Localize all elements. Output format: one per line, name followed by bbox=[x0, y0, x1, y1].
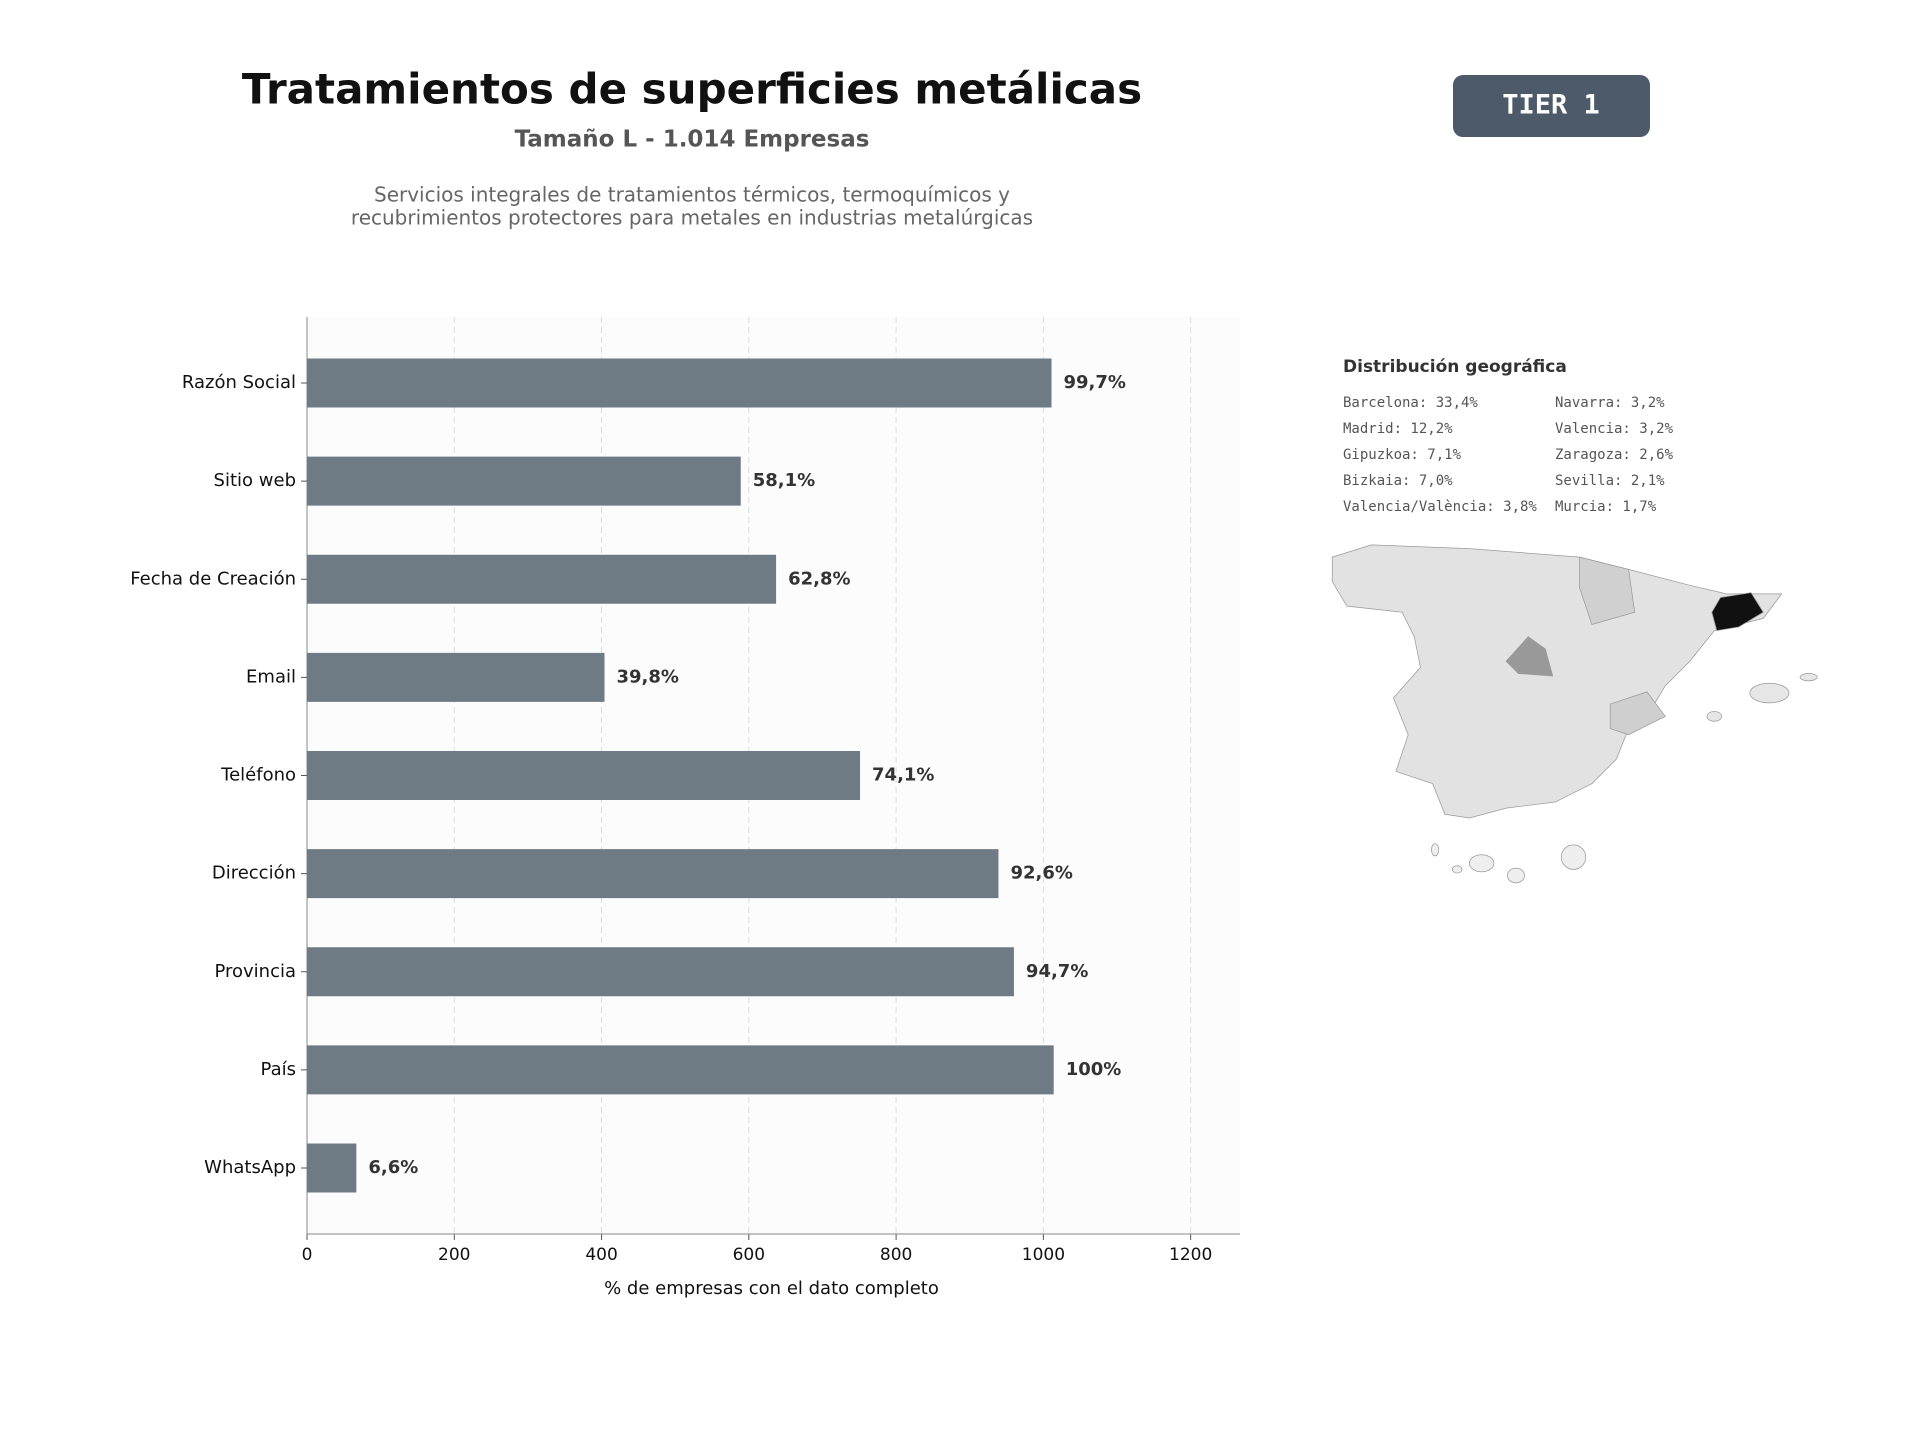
geo-item: Navarra: 3,2% bbox=[1555, 395, 1665, 411]
x-tick-label: 1000 bbox=[1022, 1245, 1065, 1265]
geo-item: Madrid: 12,2% bbox=[1343, 421, 1453, 437]
map-island bbox=[1451, 865, 1463, 874]
geo-item: Valencia: 3,2% bbox=[1555, 421, 1674, 437]
x-tick-label: 200 bbox=[438, 1245, 470, 1265]
geo-title: Distribución geográfica bbox=[1343, 357, 1567, 377]
value-label: 92,6% bbox=[1010, 863, 1072, 884]
map-island bbox=[1706, 711, 1723, 722]
map-region bbox=[1609, 691, 1666, 736]
description: recubrimientos protectores para metales … bbox=[351, 206, 1033, 230]
map-island bbox=[1506, 867, 1525, 884]
map-madrid bbox=[1505, 636, 1554, 677]
geo-item: Barcelona: 33,4% bbox=[1343, 395, 1478, 411]
bar bbox=[307, 1045, 1054, 1095]
map-island bbox=[1560, 844, 1587, 870]
badge-text: TIER 1 bbox=[1502, 90, 1600, 121]
geo-list: Barcelona: 33,4% Madrid: 12,2% Gipuzkoa: 7… bbox=[1343, 395, 1674, 515]
x-axis-label: % de empresas con el dato completo bbox=[604, 1278, 939, 1299]
value-label: 74,1% bbox=[872, 765, 934, 786]
geo-item: Gipuzkoa: 7,1% bbox=[1343, 447, 1462, 463]
title: Tratamientos de superficies metálicas bbox=[242, 65, 1142, 114]
map-barcelona bbox=[1711, 592, 1764, 632]
geo-item: Bizkaia: 7,0% bbox=[1343, 473, 1453, 489]
bar bbox=[307, 947, 1014, 997]
y-tick-label: Razón Social bbox=[182, 372, 296, 393]
bar bbox=[307, 652, 605, 702]
value-label: 62,8% bbox=[788, 568, 850, 589]
y-tick-label: Provincia bbox=[214, 961, 296, 982]
value-label: 58,1% bbox=[753, 470, 815, 491]
plot: 0 200 400 600 800 1000 1200 % de empresas con e… bbox=[130, 317, 1240, 1299]
bar bbox=[307, 751, 861, 800]
map-island bbox=[1469, 854, 1495, 873]
x-tick-label: 0 bbox=[302, 1245, 313, 1265]
value-label: 100% bbox=[1066, 1059, 1122, 1080]
map-island bbox=[1799, 673, 1818, 682]
map-spain bbox=[1331, 544, 1783, 819]
geo-item: Zaragoza: 2,6% bbox=[1555, 447, 1674, 463]
x-tick-label: 400 bbox=[585, 1245, 617, 1265]
bar bbox=[307, 358, 1052, 408]
map-region bbox=[1579, 556, 1636, 625]
y-tick-label: WhatsApp bbox=[204, 1157, 296, 1178]
map-island bbox=[1749, 682, 1790, 704]
bar bbox=[307, 1143, 357, 1193]
geo-item: Sevilla: 2,1% bbox=[1555, 473, 1665, 489]
badge bbox=[1453, 75, 1650, 137]
y-tick-label: Sitio web bbox=[214, 470, 296, 491]
value-label: 6,6% bbox=[368, 1157, 418, 1178]
map-island bbox=[1431, 843, 1440, 857]
bar bbox=[307, 456, 741, 506]
description: Servicios integrales de tratamientos tér… bbox=[374, 183, 1010, 207]
y-tick-label: Dirección bbox=[212, 863, 296, 884]
map bbox=[1331, 544, 1818, 884]
bar bbox=[307, 849, 999, 899]
y-tick-label: Fecha de Creación bbox=[130, 568, 296, 589]
y-tick-label: Email bbox=[246, 666, 296, 687]
x-tick-label: 800 bbox=[880, 1245, 912, 1265]
y-tick-label: País bbox=[261, 1059, 296, 1080]
bar bbox=[307, 554, 777, 604]
x-tick-label: 600 bbox=[733, 1245, 765, 1265]
y-tick-label: Teléfono bbox=[220, 765, 296, 786]
value-label: 39,8% bbox=[616, 666, 678, 687]
subtitle: Tamaño L - 1.014 Empresas bbox=[515, 127, 870, 153]
x-tick-label: 1200 bbox=[1169, 1245, 1212, 1265]
value-label: 94,7% bbox=[1026, 961, 1088, 982]
value-label: 99,7% bbox=[1063, 372, 1125, 393]
geo-item: Murcia: 1,7% bbox=[1555, 499, 1657, 515]
geo-item: Valencia/València: 3,8% bbox=[1343, 499, 1537, 515]
